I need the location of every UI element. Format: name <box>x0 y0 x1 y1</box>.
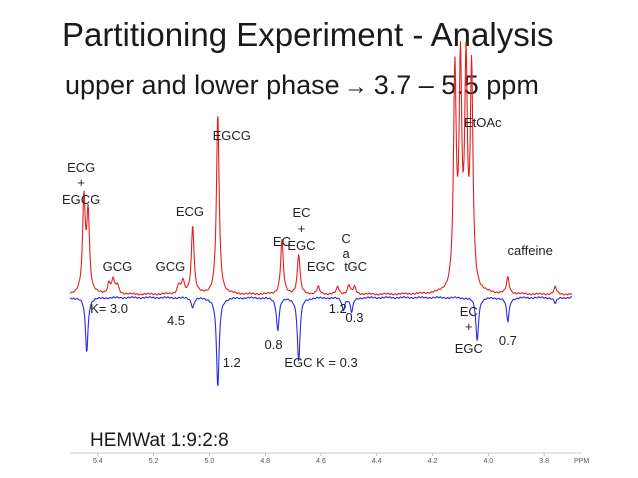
solvent-system-label: HEMWat 1:9:2:8 <box>90 430 229 451</box>
peak-annotation: a <box>342 246 350 261</box>
peak-annotation: GCG <box>156 259 186 274</box>
ppm-axis: 5.4 5.2 5.0 4.8 4.6 4.4 4.2 4.0 3.8 PPM <box>70 452 589 465</box>
axis-tick-label: 4.2 <box>428 458 438 465</box>
spectrum-traces <box>69 41 573 387</box>
peak-annotation: 1.2 <box>329 301 347 316</box>
peak-annotation: EGC K = 0.3 <box>284 355 357 370</box>
peak-annotation: + <box>298 221 306 236</box>
peak-annotation: EGC <box>307 259 335 274</box>
peak-annotation: C <box>341 231 350 246</box>
peak-annotation: caffeine <box>508 243 553 258</box>
peak-annotation: EGC <box>287 238 315 253</box>
axis-tick-label: 4.6 <box>316 458 326 465</box>
axis-tick-label: 4.4 <box>372 458 382 465</box>
peak-annotation: K= 3.0 <box>90 301 128 316</box>
peak-annotation: EC <box>292 205 310 220</box>
subtitle-range: 3.7 – 5.5 ppm <box>373 70 539 100</box>
peak-annotation: 1.2 <box>223 355 241 370</box>
peak-annotation: ECG <box>176 204 204 219</box>
axis-tick-label: 5.0 <box>205 458 215 465</box>
axis-tick-label: 5.4 <box>93 458 103 465</box>
peak-annotation: + <box>77 175 85 190</box>
peak-annotation: 0.8 <box>265 337 283 352</box>
spectrum-trace-upper-phase <box>69 41 573 296</box>
peak-annotation: + <box>465 319 473 334</box>
peak-annotation: 0.3 <box>345 310 363 325</box>
spectrum-trace-lower-phase <box>69 296 573 387</box>
axis-tick-label: 4.8 <box>260 458 270 465</box>
axis-tick-label: 3.8 <box>539 458 549 465</box>
peak-annotation: 4.5 <box>167 313 185 328</box>
peak-annotation: 0.7 <box>499 333 517 348</box>
axis-tick-label: 4.0 <box>483 458 493 465</box>
peak-annotation: EGCG <box>62 192 100 207</box>
axis-label: PPM <box>574 458 589 465</box>
peak-annotation: EC <box>460 304 478 319</box>
right-arrow-icon: → <box>343 73 368 100</box>
peak-annotation: GCG <box>103 259 133 274</box>
peak-annotation: ECG <box>67 160 95 175</box>
peak-annotation: EtOAc <box>464 115 502 130</box>
peak-annotation: GC <box>348 259 368 274</box>
peak-annotation: EGC <box>455 341 483 356</box>
peak-annotation: EC <box>273 234 291 249</box>
peak-annotation: t <box>344 259 348 274</box>
peak-annotation: EGCG <box>213 128 251 143</box>
slide-subtitle: upper and lower phase → 3.7 – 5.5 ppm <box>65 70 539 101</box>
slide-title: Partitioning Experiment - Analysis <box>62 16 554 53</box>
subtitle-prefix: upper and lower phase <box>65 70 340 100</box>
axis-tick-label: 5.2 <box>149 458 159 465</box>
